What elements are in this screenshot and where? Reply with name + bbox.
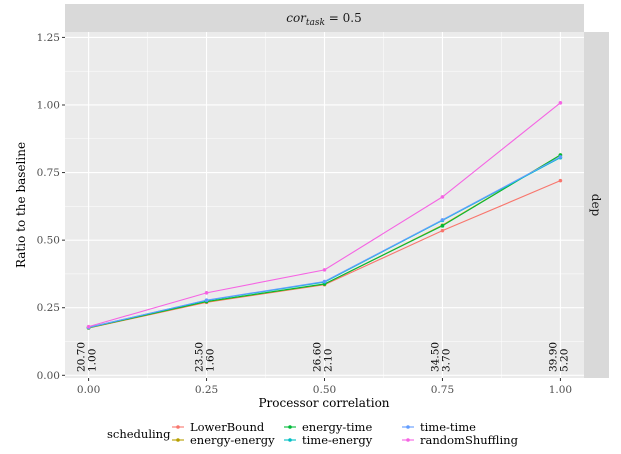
legend-title: scheduling [107, 427, 171, 441]
y-tick-label: 0.00 [37, 370, 60, 382]
series-point-randomshuffling [204, 291, 209, 295]
annotation-label: 1.60 [205, 349, 217, 372]
facet-strip-right [584, 32, 609, 378]
legend-label-energy-time: energy-time [302, 420, 372, 434]
series-point-time-time [440, 218, 445, 222]
y-axis-title: Ratio to the baseline [14, 142, 28, 268]
annotation-label: 3.70 [440, 349, 452, 372]
legend-key-point-lowerbound [176, 425, 180, 429]
annotation-label: 2.10 [323, 349, 335, 372]
grid-lines [65, 32, 584, 378]
x-axis-title: Processor correlation [258, 396, 389, 410]
x-tick-label: 0.25 [195, 384, 218, 396]
series-point-time-time [204, 298, 209, 302]
y-tick-label: 1.25 [37, 32, 60, 44]
facet-strip-top [65, 4, 584, 32]
series-point-time-time [322, 279, 327, 284]
series-point-lowerbound [440, 228, 445, 233]
y-tick-label: 1.00 [37, 99, 60, 111]
axis-ticks: 0.00 0.25 0.50 0.75 1.00 1.25 0.00 0.25 0.50 0.75… [37, 32, 572, 396]
annotations: 20.70 1.00 23.50 1.60 26.60 2.10 34.50 3.70 39.9… [76, 342, 571, 372]
legend-label-randomshuffling: randomShuffling [420, 433, 519, 447]
series-lines [86, 101, 563, 330]
annotation-label: 26.60 [312, 342, 324, 372]
x-tick-label: 1.00 [549, 384, 572, 396]
x-tick-label: 0.50 [313, 384, 336, 396]
facet-strip-top-label: cortask = 0.5 [286, 11, 362, 28]
y-tick-label: 0.75 [37, 167, 60, 179]
legend-key-point-time-energy [288, 438, 292, 442]
legend-label-time-energy: time-energy [302, 433, 373, 447]
annotation-label: 5.20 [558, 349, 570, 372]
annotation-label: 1.00 [87, 349, 99, 372]
series-point-randomshuffling [322, 268, 327, 272]
series-point-randomshuffling [86, 324, 91, 329]
series-point-time-time [558, 155, 563, 159]
legend-key-point-energy-energy [176, 438, 180, 442]
legend-key-point-randomshuffling [406, 438, 410, 442]
x-tick-label: 0.75 [431, 384, 454, 396]
facet-strip-right-label: dep [589, 194, 603, 217]
y-tick-label: 0.25 [37, 302, 60, 314]
y-tick-label: 0.50 [37, 235, 60, 247]
series-point-randomshuffling [440, 195, 445, 199]
legend-key-point-energy-time [288, 425, 292, 429]
legend-label-lowerbound: LowerBound [190, 420, 265, 434]
series-point-energy-time [440, 224, 445, 228]
legend-key-point-time-time [406, 425, 410, 429]
series-point-lowerbound [558, 178, 563, 183]
legend-label-time-time: time-time [420, 420, 476, 434]
annotation-label: 23.50 [194, 342, 206, 372]
annotation-label: 39.90 [547, 342, 559, 372]
series-point-randomshuffling [558, 101, 563, 105]
annotation-label: 20.70 [76, 342, 88, 372]
annotation-label: 34.50 [429, 342, 441, 372]
legend-label-energy-energy: energy-energy [190, 433, 275, 447]
x-tick-label: 0.00 [77, 384, 100, 396]
